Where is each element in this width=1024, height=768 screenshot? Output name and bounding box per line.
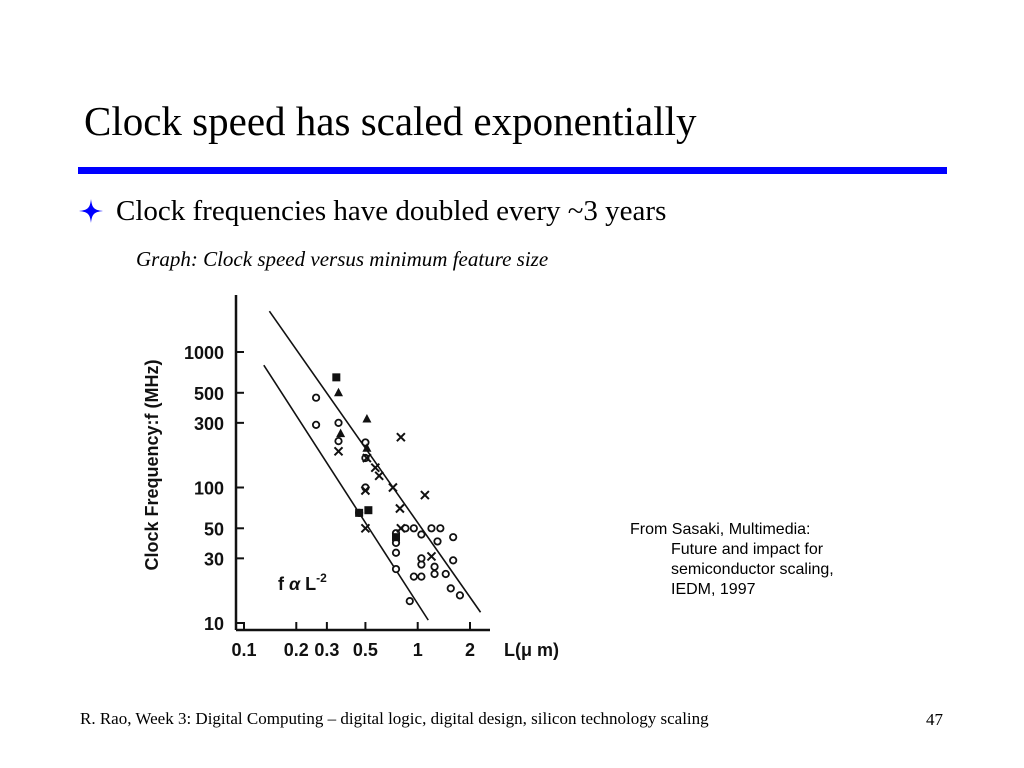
slide-title: Clock speed has scaled exponentially (84, 98, 697, 144)
data-point-x (360, 523, 371, 533)
y-tick-label: 100 (194, 479, 224, 499)
data-point-x (388, 482, 398, 493)
data-point-circle (441, 569, 450, 579)
x-tick-label: 2 (465, 640, 475, 660)
x-tick-label: 0.1 (231, 640, 256, 660)
x-tick-label: 1 (413, 640, 423, 660)
data-point-circle (436, 524, 445, 533)
data-point-circle (311, 393, 321, 402)
data-point-x (362, 453, 372, 463)
x-axis-label: L(μ m) (504, 640, 559, 660)
data-point-circle (430, 569, 439, 579)
data-point-circle (455, 591, 465, 600)
data-point-circle (427, 524, 436, 533)
y-tick-label: 10 (204, 614, 224, 634)
clock-speed-chart: 10 30 50 100 300 500 1000 0.1 0.2 0.3 0.5 1 2 Clock F… (130, 285, 600, 675)
data-point-x (333, 446, 344, 457)
chart-canvas: 10 30 50 100 300 500 1000 0.1 0.2 0.3 0.5 1 2 Clock F… (142, 295, 559, 660)
data-point-square (355, 508, 364, 517)
data-point-circle (334, 437, 343, 446)
x-tick-label: 0.5 (353, 640, 378, 660)
data-point-square (392, 533, 401, 542)
data-point-circle (433, 537, 442, 546)
data-point-circle (391, 564, 401, 574)
data-point-x (420, 490, 430, 500)
data-point-square (332, 373, 341, 382)
data-point-circle (391, 548, 401, 557)
data-point-x (370, 462, 381, 473)
graph-caption: Graph: Clock speed versus minimum featur… (136, 247, 549, 271)
citation-line: IEDM, 1997 (671, 581, 756, 598)
scaling-law-annotation: f α L-2 (278, 571, 327, 594)
footer-text: R. Rao, Week 3: Digital Computing – digi… (80, 709, 709, 728)
data-point-circle (417, 530, 426, 539)
data-point-square (364, 506, 373, 515)
data-point-circle (311, 420, 321, 429)
citation-line: Future and impact for (671, 541, 824, 558)
x-tick-label: 0.3 (314, 640, 339, 660)
trend-line (263, 364, 429, 621)
y-tick-label: 1000 (184, 343, 224, 363)
data-point-circle (417, 554, 426, 563)
data-point-circle (446, 584, 455, 593)
data-point-circle (409, 572, 418, 581)
x-tick-label: 0.2 (284, 640, 309, 660)
title-divider (78, 167, 947, 174)
data-point-x (426, 551, 437, 562)
four-point-star-icon (79, 199, 103, 223)
data-point-circle (449, 556, 458, 565)
data-point-triangle (362, 414, 372, 423)
data-point-x (374, 471, 384, 481)
data-point-circle (430, 562, 439, 571)
citation: From Sasaki, Multimedia: Future and impa… (630, 520, 920, 600)
data-point-x (396, 523, 406, 533)
data-point-circle (361, 453, 370, 463)
page-number: 47 (926, 710, 943, 729)
bullet-item: Clock frequencies have doubled every ~3 … (78, 192, 666, 230)
y-tick-label: 50 (204, 519, 224, 539)
trend-line (268, 310, 482, 613)
y-axis-label: Clock Frequency:f (MHz) (142, 359, 162, 570)
data-point-triangle (336, 428, 346, 438)
y-tick-label: 300 (194, 414, 224, 434)
data-point-x (396, 432, 406, 442)
citation-line: semiconductor scaling, (671, 561, 834, 578)
data-point-triangle (362, 443, 372, 452)
data-point-circle (417, 572, 426, 581)
data-point-x (360, 485, 371, 496)
data-point-x (395, 503, 405, 514)
data-point-circle (334, 418, 343, 427)
bullet-text: Clock frequencies have doubled every ~3 … (116, 194, 667, 227)
data-point-circle (409, 524, 418, 533)
data-point-circle (449, 533, 458, 542)
y-tick-label: 30 (204, 549, 224, 569)
citation-line: From Sasaki, Multimedia: (630, 521, 811, 538)
data-point-triangle (334, 387, 344, 397)
data-point-circle (405, 597, 414, 606)
y-tick-label: 500 (194, 384, 224, 404)
